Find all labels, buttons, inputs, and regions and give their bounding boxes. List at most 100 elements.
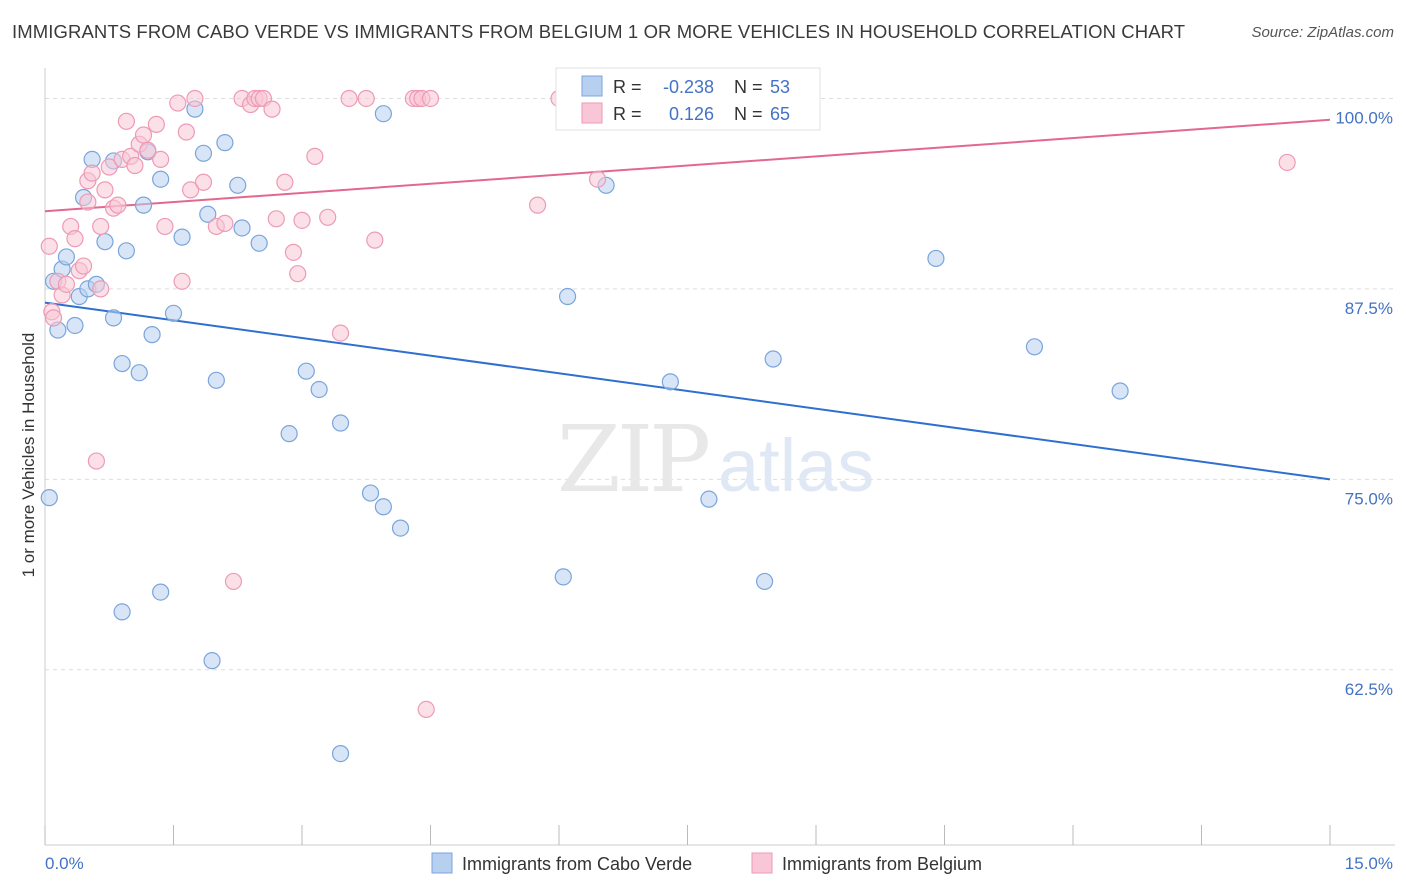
x-tick-label: 15.0% (1345, 854, 1393, 873)
scatter-point (199, 205, 217, 223)
scatter-point (74, 257, 93, 275)
scatter-point (755, 572, 774, 591)
scatter-point (83, 164, 101, 182)
y-axis-label: 1 or more Vehicles in Household (19, 333, 38, 578)
scatter-point (263, 100, 281, 118)
scatter-point (92, 280, 110, 298)
scatter-point (293, 211, 311, 229)
legend-n-value-2: 65 (770, 104, 790, 124)
legend-n-value-1: 53 (770, 77, 790, 97)
y-tick-label: 75.0% (1345, 489, 1393, 508)
scatter-point (117, 112, 135, 130)
scatter-point (267, 210, 285, 228)
bottom-legend: Immigrants from Cabo Verde Immigrants fr… (431, 852, 982, 874)
scatter-point (152, 583, 170, 601)
scatter-point (182, 181, 200, 199)
scatter-point (177, 123, 195, 141)
scatter-point (134, 126, 153, 144)
scatter-point (113, 603, 131, 621)
scatter-point (44, 309, 63, 327)
scatter-point (173, 228, 191, 246)
scatter-point (87, 452, 106, 470)
grid-layer (45, 97, 1395, 671)
scatter-point (203, 652, 221, 670)
scatter-point (361, 484, 380, 502)
scatter-point (169, 94, 187, 112)
scatter-point (134, 196, 153, 214)
scatter-point (331, 324, 350, 342)
legend-swatch-cabo-verde (581, 75, 603, 97)
scatter-point (1111, 382, 1129, 400)
scatter-point (284, 243, 303, 261)
y-tick-label: 62.5% (1345, 680, 1393, 699)
scatter-point (152, 150, 170, 169)
scatter-point (79, 193, 97, 211)
scatter-point (194, 173, 213, 191)
legend-n-label-2: N = (734, 104, 763, 124)
legend-r-label-2: R = (613, 104, 642, 124)
scatter-point (96, 233, 114, 251)
scatter-point (357, 89, 375, 108)
scatter-point (109, 196, 127, 214)
scatter-point (588, 170, 607, 188)
scatter-point (194, 144, 213, 162)
scatter-point (374, 105, 392, 123)
scatter-point (216, 134, 234, 152)
scatter-point (173, 272, 191, 290)
series-belgium (40, 89, 1296, 719)
scatter-point (156, 217, 174, 236)
scatter-point (139, 141, 157, 159)
scatter-point (319, 208, 337, 226)
scatter-point (130, 364, 148, 382)
scatter-point (216, 214, 234, 232)
scatter-point (186, 89, 204, 108)
bottom-legend-swatch-cabo-verde (431, 852, 453, 874)
legend-swatch-belgium (581, 102, 603, 124)
scatter-point (289, 265, 307, 283)
scatter-point (306, 147, 324, 165)
watermark-atlas: atlas (718, 424, 874, 507)
scatter-point (528, 196, 547, 214)
scatter-point (104, 309, 123, 327)
y-tick-label: 100.0% (1335, 108, 1393, 127)
scatter-point (100, 158, 118, 176)
scatter-point (374, 498, 392, 516)
scatter-point (276, 173, 294, 191)
scatter-point (558, 287, 577, 306)
scatter-point (366, 231, 384, 249)
scatter-point (57, 248, 76, 266)
x-tick-label: 0.0% (45, 854, 84, 873)
scatter-point (554, 568, 572, 586)
trend-layer (44, 118, 1331, 481)
scatter-point (126, 156, 144, 175)
scatter-point (331, 744, 350, 763)
chart-title: IMMIGRANTS FROM CABO VERDE VS IMMIGRANTS… (12, 21, 1186, 42)
scatter-point (280, 425, 298, 443)
y-tick-label: 87.5% (1345, 299, 1393, 318)
scatter-point (66, 316, 84, 335)
legend-r-value-1: -0.238 (663, 77, 714, 97)
legend-r-value-2: 0.126 (669, 104, 714, 124)
bottom-legend-swatch-belgium (751, 852, 773, 874)
scatter-point (66, 230, 84, 248)
legend-box: R = -0.238 N = 53 R = 0.126 N = 65 (555, 67, 821, 131)
scatter-point (224, 572, 243, 591)
scatter-point (310, 380, 328, 399)
scatter-point (391, 519, 410, 537)
points-layer (40, 89, 1296, 763)
scatter-point (331, 414, 350, 432)
scatter-point (764, 350, 782, 368)
scatter-point (233, 219, 251, 237)
scatter-point (147, 115, 165, 133)
watermark-zip: ZIP (557, 406, 708, 513)
scatter-point (421, 89, 440, 108)
legend-r-label-1: R = (613, 77, 642, 97)
scatter-point (117, 242, 135, 260)
scatter-point (1278, 153, 1296, 172)
watermark: ZIP atlas (557, 406, 874, 513)
ylabel-layer: 1 or more Vehicles in Household (19, 333, 38, 578)
scatter-point (143, 326, 161, 344)
scatter-point (1025, 338, 1044, 356)
bottom-legend-label-cabo-verde: Immigrants from Cabo Verde (462, 854, 692, 874)
